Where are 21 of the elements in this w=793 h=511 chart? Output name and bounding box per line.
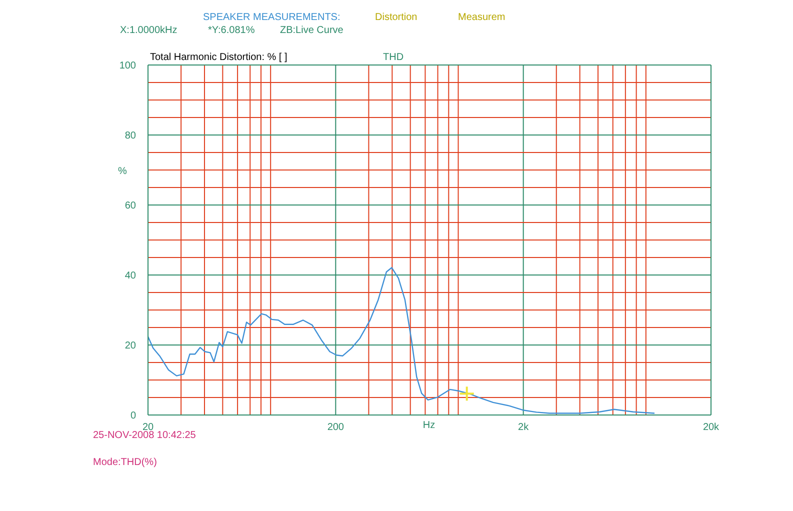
text: Distortion — [375, 12, 418, 23]
x-tick-label: 2k — [518, 422, 530, 434]
text: 25-NOV-2008 10:42:25 — [93, 430, 196, 441]
chart-title: SPEAKER MEASUREMENTS: — [203, 12, 340, 23]
text: THD — [383, 52, 404, 63]
text: ZB:Live Curve — [280, 25, 344, 36]
y-tick-label: 20 — [124, 340, 136, 352]
text: X:1.0000kHz — [120, 25, 178, 36]
x-tick-label: 200 — [327, 422, 344, 434]
y-axis-title: % — [118, 166, 127, 177]
y-tick-label: 100 — [119, 60, 136, 72]
y-tick-label: 0 — [130, 410, 136, 422]
text: *Y:6.081% — [208, 25, 255, 36]
text: Total Harmonic Distortion: % [ ] — [150, 52, 288, 63]
y-tick-label: 40 — [124, 270, 136, 282]
text: Measurem — [458, 12, 506, 23]
x-axis-title: Hz — [422, 420, 436, 431]
y-tick-label: 80 — [124, 130, 136, 142]
text: Mode:THD(%) — [93, 457, 157, 468]
y-tick-label: 60 — [124, 200, 136, 212]
x-tick-label: 20k — [702, 422, 720, 434]
